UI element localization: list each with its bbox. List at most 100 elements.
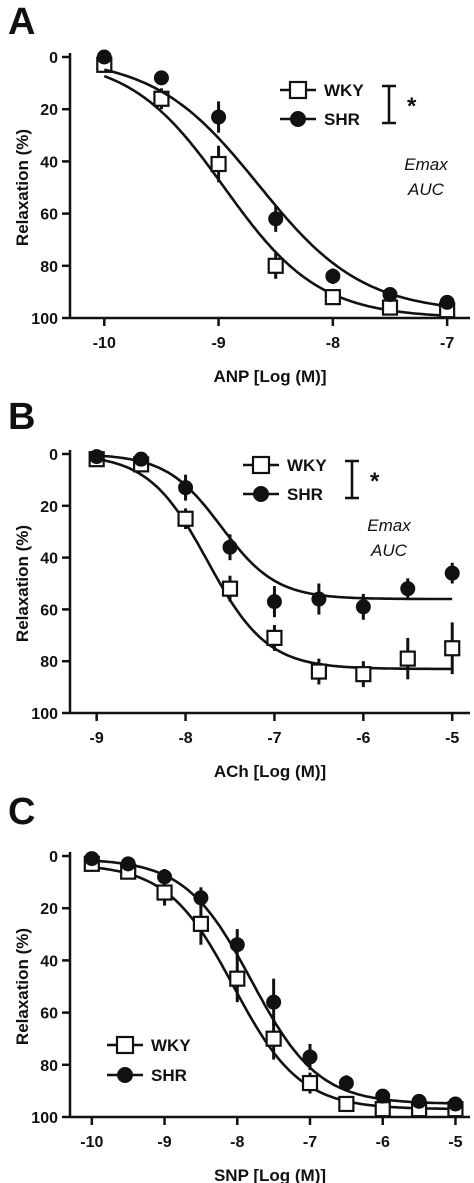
- data-point-wky: [177, 510, 194, 527]
- legend-marker-wky: [115, 1035, 135, 1055]
- x-tick-label: -5: [445, 730, 459, 747]
- x-tick-label: -7: [267, 730, 281, 747]
- data-point-wky: [444, 640, 461, 657]
- legend-label-wky: WKY: [324, 81, 364, 100]
- panel-letter: A: [8, 1, 35, 43]
- legend-marker-shr: [253, 486, 269, 502]
- legend-label-shr: SHR: [324, 110, 360, 129]
- data-point-shr: [400, 581, 416, 597]
- data-point-shr: [211, 109, 227, 125]
- data-point-wky: [221, 580, 239, 597]
- significance-bracket: [382, 84, 396, 125]
- x-tick-label: -9: [90, 730, 104, 747]
- data-point-wky: [399, 650, 416, 667]
- chart-c: C0 20 40 60 80 100 -10 -9 -8 -7 -6 -5 SNP [Log (M)] R…: [8, 791, 470, 1183]
- data-point-wky: [156, 884, 173, 901]
- y-tick-label: 80: [40, 259, 58, 276]
- x-tick-label: -8: [178, 730, 192, 747]
- legend-label-wky: WKY: [151, 1036, 191, 1055]
- significance-bracket: [345, 459, 359, 500]
- data-point-wky: [310, 663, 327, 680]
- panel-letter: C: [8, 791, 35, 833]
- data-point-shr: [266, 994, 282, 1010]
- data-point-wky: [229, 970, 246, 987]
- data-point-shr: [266, 594, 282, 610]
- data-point-wky: [265, 1030, 282, 1047]
- data-point-shr: [96, 49, 112, 65]
- x-tick-label: -6: [376, 1134, 390, 1151]
- data-point-shr: [222, 539, 238, 555]
- annotation-note: AUC: [407, 180, 445, 199]
- data-point-shr: [375, 1088, 391, 1104]
- x-tick-label: -5: [448, 1134, 462, 1151]
- x-axis-label: SNP [Log (M)]: [214, 1166, 326, 1183]
- fit-curve-shr: [96, 454, 453, 601]
- y-tick-label: 60: [40, 207, 58, 224]
- data-point-shr: [229, 937, 245, 953]
- y-tick-label: 20: [40, 499, 58, 516]
- data-point-shr: [325, 268, 341, 284]
- data-point-shr: [411, 1093, 427, 1109]
- y-tick-label: 0: [49, 849, 58, 866]
- data-point-shr: [178, 480, 194, 496]
- data-point-shr: [268, 211, 284, 227]
- legend-label-shr: SHR: [287, 485, 323, 504]
- y-tick-label: 60: [40, 1006, 58, 1023]
- y-axis-label: Relaxation (%): [13, 129, 32, 246]
- fit-curve-wky: [103, 74, 448, 317]
- significance-marker: *: [370, 468, 380, 495]
- y-tick-label: 0: [49, 50, 58, 67]
- data-point-wky: [192, 915, 210, 932]
- y-tick-label: 0: [49, 447, 58, 464]
- data-point-shr: [355, 599, 371, 615]
- data-point-shr: [120, 856, 136, 872]
- data-point-shr: [89, 449, 105, 465]
- data-point-shr: [84, 851, 100, 867]
- y-tick-label: 40: [40, 154, 58, 171]
- data-point-shr: [311, 591, 327, 607]
- legend-label-shr: SHR: [151, 1066, 187, 1085]
- data-point-wky: [324, 289, 341, 306]
- chart-b: B0 20 40 60 80 100 -9 -8 -7 -6 -5 ACh [Log (M)] Rela…: [8, 396, 470, 781]
- legend-label-wky: WKY: [287, 456, 327, 475]
- y-tick-label: 60: [40, 602, 58, 619]
- x-tick-label: -8: [326, 335, 340, 352]
- x-axis-label: ANP [Log (M)]: [214, 367, 327, 386]
- data-point-wky: [266, 629, 283, 646]
- y-tick-label: 40: [40, 953, 58, 970]
- x-axis-label: ACh [Log (M)]: [214, 762, 326, 781]
- y-tick-label: 40: [40, 551, 58, 568]
- x-tick-label: -9: [157, 1134, 171, 1151]
- legend-marker-shr: [290, 111, 306, 127]
- chart-a: A0 20 40 60 80 100 -10 -9 -8 -7 ANP [Log (M)] Relax…: [8, 1, 470, 386]
- panel-c: C 0 20 40 60 80 100 -10 -9 -8 -7 -6 -5 SNP [Log (M)] R…: [0, 790, 474, 1183]
- data-point-shr: [382, 287, 398, 303]
- data-point-wky: [267, 257, 284, 274]
- annotation-note: Emax: [404, 155, 448, 174]
- x-tick-label: -8: [230, 1134, 244, 1151]
- data-point-shr: [153, 70, 169, 86]
- y-axis-label: Relaxation (%): [13, 525, 32, 642]
- legend-marker-wky: [288, 80, 308, 100]
- x-tick-label: -10: [93, 335, 116, 352]
- y-axis-label: Relaxation (%): [13, 928, 32, 1045]
- data-point-wky: [381, 299, 399, 316]
- data-point-wky: [355, 666, 372, 683]
- annotation-note: AUC: [370, 541, 408, 560]
- panel-letter: B: [8, 396, 35, 438]
- y-tick-label: 100: [31, 311, 58, 328]
- x-tick-label: -6: [356, 730, 370, 747]
- y-tick-label: 20: [40, 901, 58, 918]
- data-point-wky: [338, 1095, 355, 1113]
- data-point-shr: [133, 451, 149, 467]
- annotation-note: Emax: [367, 516, 411, 535]
- y-tick-label: 100: [31, 706, 58, 723]
- data-point-shr: [439, 294, 455, 310]
- data-point-wky: [374, 1101, 391, 1118]
- panel-b: B 0 20 40 60 80 100 -9 -8 -7 -6 -5 ACh [Log (M)] Rela…: [0, 395, 474, 790]
- x-tick-label: -10: [80, 1134, 103, 1151]
- y-tick-label: 80: [40, 654, 58, 671]
- data-point-shr: [338, 1075, 354, 1091]
- y-tick-label: 20: [40, 102, 58, 119]
- data-point-shr: [302, 1049, 318, 1065]
